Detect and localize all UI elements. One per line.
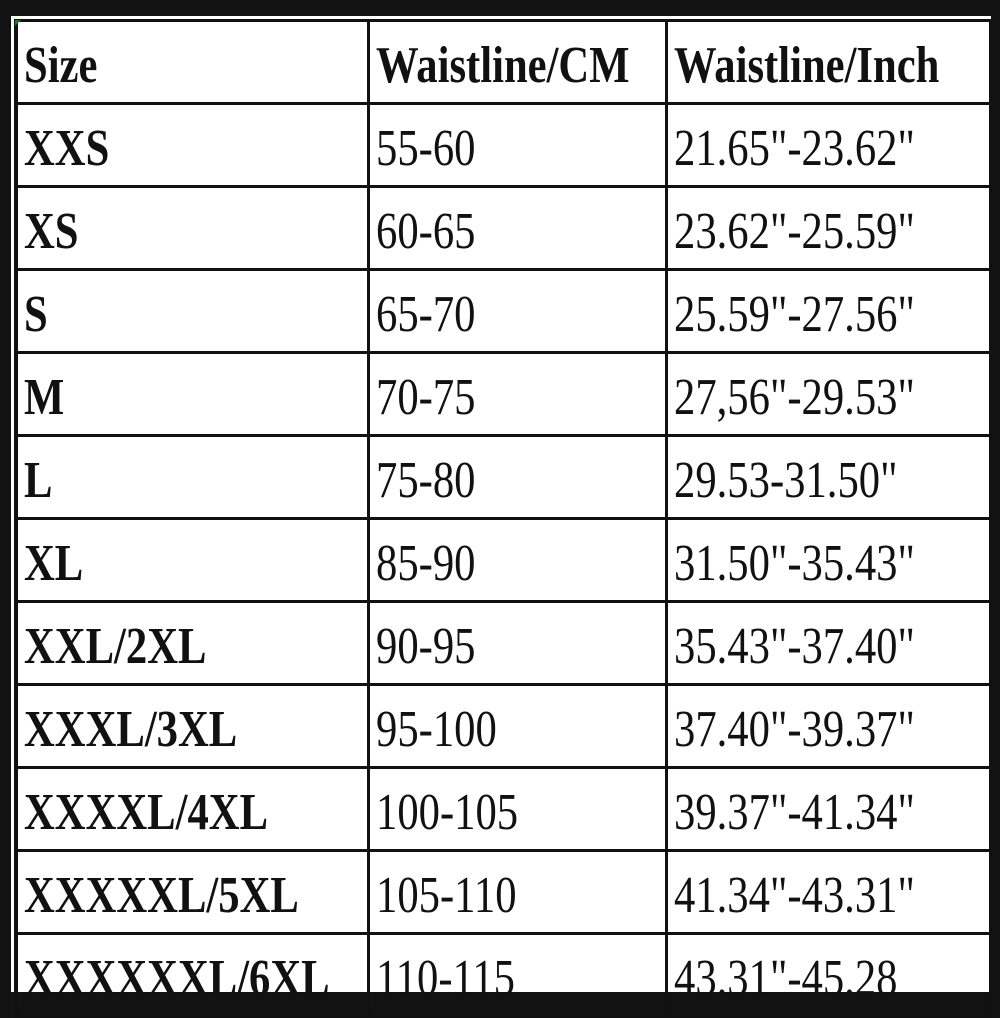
cell-waist-cm: 95-100 (366, 683, 668, 769)
waist-inch-value: 23.62"-25.59" (673, 203, 915, 260)
cell-waist-cm: 100-105 (366, 766, 668, 852)
cell-waist-cm: 55-60 (366, 102, 668, 188)
table-row: XL 85-90 31.50"-35.43" (14, 517, 992, 603)
size-value: XXXL/3XL (24, 701, 238, 758)
cell-waist-cm: 105-110 (366, 849, 668, 935)
cell-waist-inch: 37.40"-39.37" (664, 683, 992, 769)
waist-inch-value: 43.31"-45.28 (673, 950, 897, 1007)
waist-inch-value: 25.59"-27.56" (673, 286, 915, 343)
cell-size: L (14, 434, 370, 520)
waist-cm-value: 95-100 (375, 701, 497, 758)
table-row: L 75-80 29.53-31.50" (14, 434, 992, 520)
cell-waist-cm: 110-115 (366, 932, 668, 1018)
cell-waist-cm: 75-80 (366, 434, 668, 520)
waist-cm-value: 100-105 (375, 784, 518, 841)
cell-waist-inch: 35.43"-37.40" (664, 600, 992, 686)
cell-size: XS (14, 185, 370, 271)
waist-cm-value: 75-80 (375, 452, 475, 509)
size-value: XXXXXXL/6XL (24, 950, 330, 1007)
cell-waist-inch: 31.50"-35.43" (664, 517, 992, 603)
table-row: XXXL/3XL 95-100 37.40"-39.37" (14, 683, 992, 769)
cell-waist-cm: 70-75 (366, 351, 668, 437)
table-row: XXXXXL/5XL 105-110 41.34"-43.31" (14, 849, 992, 935)
size-chart-sheet: Size Waistline/CM Waistline/Inch XXS 55-6… (11, 16, 992, 1018)
waist-inch-value: 39.37"-41.34" (673, 784, 915, 841)
cell-size: S (14, 268, 370, 354)
cell-size: XXL/2XL (14, 600, 370, 686)
cell-marker-icon (15, 20, 21, 26)
header-waist-cm: Waistline/CM (375, 37, 629, 94)
cell-size: XXXL/3XL (14, 683, 370, 769)
cell-waist-cm: 85-90 (366, 517, 668, 603)
waist-inch-value: 31.50"-35.43" (673, 535, 915, 592)
table-row: XXXXL/4XL 100-105 39.37"-41.34" (14, 766, 992, 852)
cell-size: XXXXL/4XL (14, 766, 370, 852)
waist-inch-value: 41.34"-43.31" (673, 867, 915, 924)
waist-cm-value: 70-75 (375, 369, 475, 426)
size-value: XXL/2XL (24, 618, 207, 675)
header-row: Size Waistline/CM Waistline/Inch (14, 19, 992, 105)
waist-inch-value: 29.53-31.50" (673, 452, 897, 509)
cell-waist-inch: 41.34"-43.31" (664, 849, 992, 935)
waist-inch-value: 21.65"-23.62" (673, 120, 915, 177)
table-row: XXXXXXL/6XL 110-115 43.31"-45.28 (14, 932, 992, 1018)
cell-waist-inch: 43.31"-45.28 (664, 932, 992, 1018)
cell-waist-inch: 25.59"-27.56" (664, 268, 992, 354)
table-row: XXL/2XL 90-95 35.43"-37.40" (14, 600, 992, 686)
waist-cm-value: 90-95 (375, 618, 475, 675)
cell-size: XXS (14, 102, 370, 188)
header-cell-inch: Waistline/Inch (664, 19, 992, 105)
header-cell-cm: Waistline/CM (366, 19, 668, 105)
waist-inch-value: 37.40"-39.37" (673, 701, 915, 758)
cell-size: XL (14, 517, 370, 603)
cell-waist-inch: 21.65"-23.62" (664, 102, 992, 188)
waist-cm-value: 55-60 (375, 120, 475, 177)
size-value: L (24, 452, 53, 509)
waist-inch-value: 27,56"-29.53" (673, 369, 915, 426)
waist-cm-value: 60-65 (375, 203, 475, 260)
cell-waist-inch: 27,56"-29.53" (664, 351, 992, 437)
waist-cm-value: 85-90 (375, 535, 475, 592)
waist-inch-value: 35.43"-37.40" (673, 618, 915, 675)
size-value: M (24, 369, 65, 426)
cell-waist-cm: 65-70 (366, 268, 668, 354)
size-value: XXXXXL/5XL (24, 867, 299, 924)
cell-size: XXXXXXL/6XL (14, 932, 370, 1018)
size-value: XS (24, 203, 79, 260)
size-value: XL (24, 535, 84, 592)
header-waist-inch: Waistline/Inch (673, 37, 939, 94)
size-value: XXXXL/4XL (24, 784, 269, 841)
size-value: XXS (24, 120, 110, 177)
waist-cm-value: 65-70 (375, 286, 475, 343)
table-row: M 70-75 27,56"-29.53" (14, 351, 992, 437)
cell-waist-inch: 23.62"-25.59" (664, 185, 992, 271)
cell-size: M (14, 351, 370, 437)
cell-waist-cm: 60-65 (366, 185, 668, 271)
cell-waist-inch: 39.37"-41.34" (664, 766, 992, 852)
table-row: S 65-70 25.59"-27.56" (14, 268, 992, 354)
table-row: XXS 55-60 21.65"-23.62" (14, 102, 992, 188)
waist-cm-value: 110-115 (375, 950, 515, 1007)
cell-size: XXXXXL/5XL (14, 849, 370, 935)
header-size: Size (24, 37, 98, 94)
cell-waist-inch: 29.53-31.50" (664, 434, 992, 520)
table-row: XS 60-65 23.62"-25.59" (14, 185, 992, 271)
size-chart-table: Size Waistline/CM Waistline/Inch XXS 55-6… (14, 19, 992, 1018)
waist-cm-value: 105-110 (375, 867, 517, 924)
size-value: S (24, 286, 48, 343)
cell-waist-cm: 90-95 (366, 600, 668, 686)
header-cell-size: Size (14, 19, 370, 105)
